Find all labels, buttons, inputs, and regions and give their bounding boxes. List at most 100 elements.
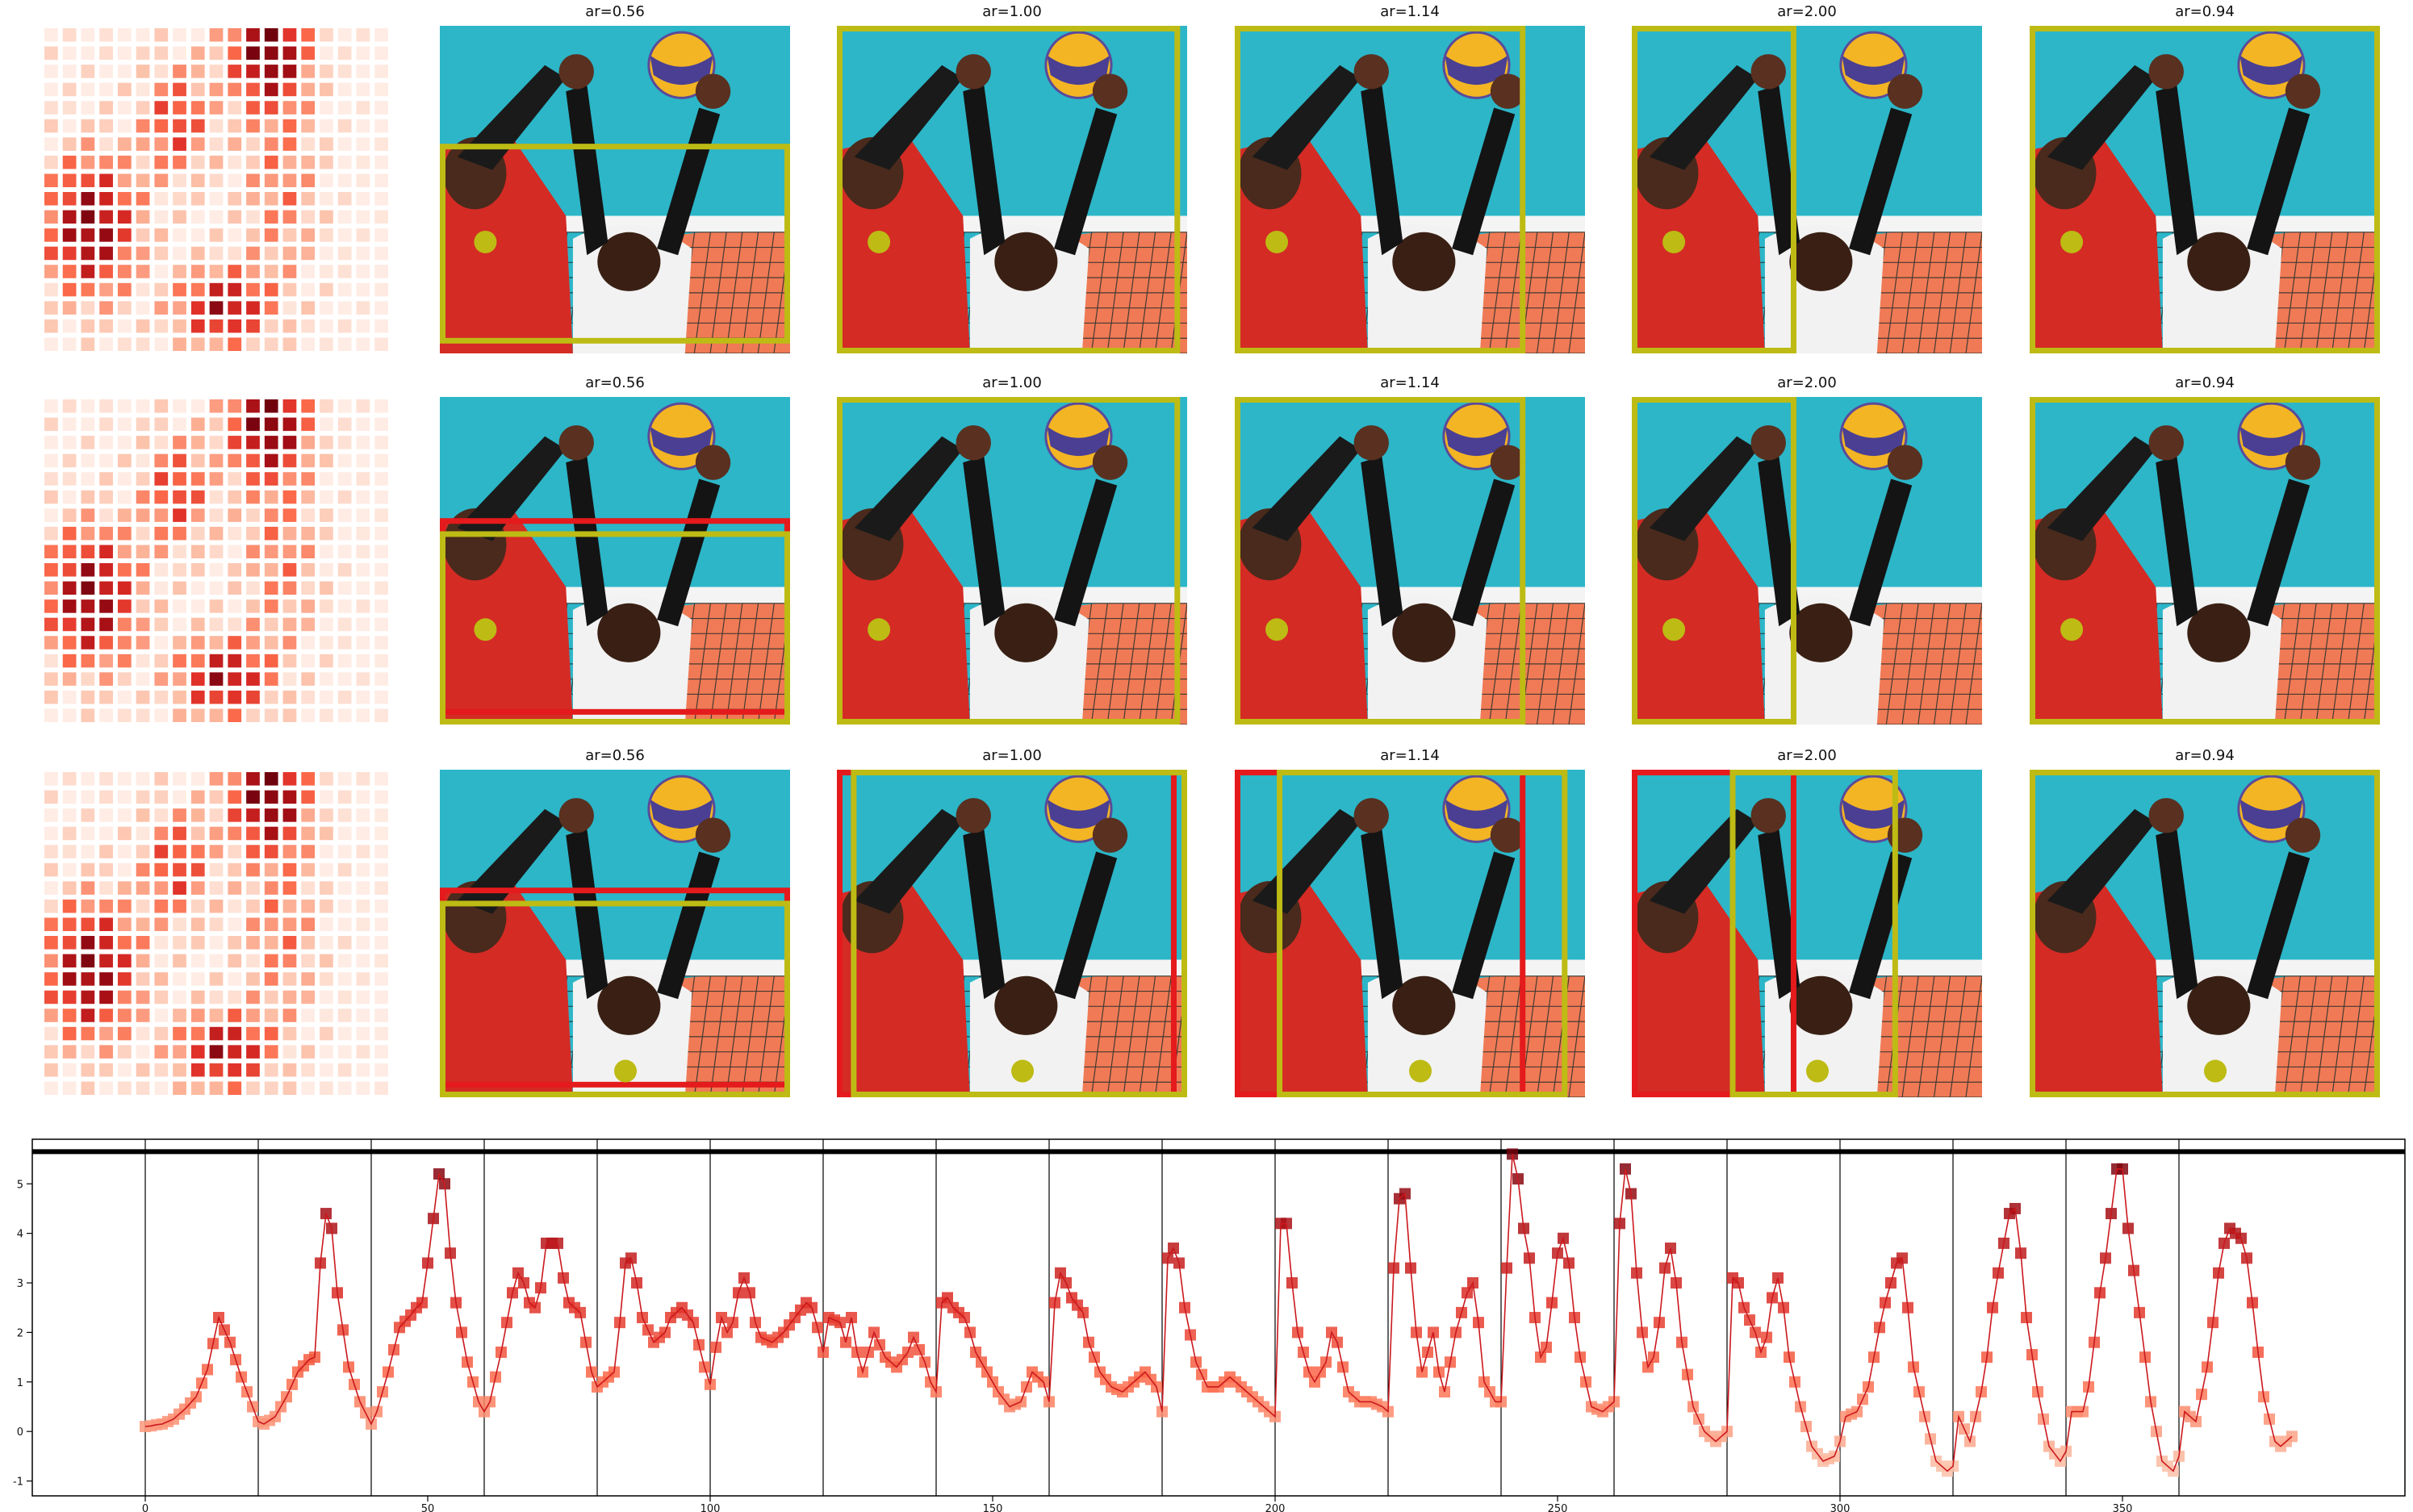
heatmap-cell: [190, 119, 205, 133]
heatmap-cell: [246, 563, 260, 577]
heatmap-cell: [136, 990, 150, 1005]
heatmap-cell: [301, 845, 316, 858]
heatmap-cell: [301, 881, 316, 895]
heatmap-cell: [136, 936, 150, 950]
heatmap-cell: [44, 490, 58, 504]
heatmap-cell: [246, 599, 260, 613]
x-tick-label: 350: [2113, 1503, 2133, 1512]
heatmap-cell: [282, 265, 297, 278]
heatmap-cell: [374, 972, 388, 986]
heatmap-cell: [264, 82, 278, 97]
panel-title: ar=2.00: [1777, 747, 1837, 764]
heatmap: [44, 28, 388, 351]
heatmap-cell: [320, 563, 333, 577]
heatmap-cell: [81, 972, 95, 986]
heatmap-cell: [282, 690, 297, 704]
heatmap-cell: [374, 192, 388, 206]
heatmap-cell: [81, 826, 95, 841]
heatmap-cell: [99, 790, 113, 804]
heatmap-cell: [190, 972, 205, 986]
photo-image: [423, 397, 791, 725]
heatmap-cell: [246, 46, 260, 61]
heatmap-cell: [320, 581, 333, 595]
heatmap-cell: [374, 265, 388, 278]
heatmap-cell: [99, 472, 113, 486]
heatmap-cell: [246, 845, 260, 858]
heatmap-cell: [228, 155, 242, 169]
heatmap-cell: [282, 881, 297, 895]
heatmap-cell: [209, 617, 224, 632]
heatmap-cell: [301, 563, 316, 577]
heatmap-cell: [301, 82, 316, 97]
heatmap-cell: [209, 246, 224, 261]
heatmap-cell: [228, 472, 242, 486]
focus-point-marker: [1409, 1059, 1432, 1083]
heatmap-cell: [264, 599, 278, 613]
heatmap-cell: [282, 1009, 297, 1022]
crop-box: [1277, 770, 1568, 1097]
heatmap-cell: [44, 954, 58, 968]
heatmap-cell: [337, 46, 352, 61]
heatmap-cell: [190, 65, 205, 78]
heatmap-cell: [62, 1081, 77, 1095]
heatmap-cell: [62, 490, 77, 504]
heatmap-cell: [173, 282, 186, 297]
heatmap-cell: [44, 28, 58, 42]
heatmap-cell: [264, 228, 278, 242]
heatmap-cell: [190, 672, 205, 686]
heatmap-cell: [282, 545, 297, 558]
heatmap-cell: [44, 192, 58, 206]
heatmap-cell: [154, 399, 169, 413]
heatmap-cell: [301, 453, 316, 468]
focus-point-marker: [1662, 618, 1686, 641]
heatmap-cell: [301, 173, 316, 187]
focus-point-marker: [2204, 1059, 2227, 1083]
y-tick-label: 1: [17, 1377, 23, 1389]
heatmap-cell: [44, 526, 58, 541]
heatmap-cell: [264, 954, 278, 968]
heatmap-cell: [81, 173, 95, 187]
heatmap-cell: [320, 1045, 333, 1059]
crop-box: [1632, 26, 1796, 353]
heatmap-cell: [44, 545, 58, 558]
heatmap-cell: [374, 137, 388, 151]
heatmap-cell: [44, 46, 58, 61]
heatmap-cell: [190, 301, 205, 315]
heatmap-cell: [374, 772, 388, 786]
heatmap-cell: [374, 672, 388, 686]
heatmap-cell: [374, 845, 388, 858]
heatmap-cell: [301, 490, 316, 504]
scene: [2013, 26, 2381, 354]
heatmap-cell: [190, 899, 205, 913]
heatmap-cell: [246, 690, 260, 704]
heatmap-cell: [301, 417, 316, 432]
heatmap-cell: [190, 845, 205, 858]
heatmap-cell: [264, 808, 278, 822]
heatmap-cell: [81, 246, 95, 261]
heatmap-cell: [337, 246, 352, 261]
heatmap-cell: [99, 490, 113, 504]
heatmap-cell: [190, 563, 205, 577]
heatmap-cell: [136, 246, 150, 261]
heatmap-cell: [190, 508, 205, 522]
heatmap-cell: [173, 899, 186, 913]
heatmap-cell: [117, 599, 132, 613]
heatmap-cell: [117, 990, 132, 1005]
panel-title: ar=1.14: [1380, 747, 1440, 764]
heatmap-cell: [264, 545, 278, 558]
heatmap-cell: [136, 617, 150, 632]
heatmap-cell: [228, 490, 242, 504]
heatmap-cell: [228, 82, 242, 97]
heatmap-cell: [99, 101, 113, 115]
focus-point-marker: [474, 230, 497, 253]
heatmap-cell: [117, 319, 132, 333]
heatmap-cell: [44, 1045, 58, 1059]
heatmap-cell: [62, 508, 77, 522]
heatmap-cell: [356, 1045, 370, 1059]
heatmap-cell: [264, 563, 278, 577]
heatmap-cell: [62, 228, 77, 242]
heatmap-cell: [246, 972, 260, 986]
heatmap-cell: [337, 472, 352, 486]
heatmap-cell: [337, 82, 352, 97]
heatmap-cell: [173, 845, 186, 858]
